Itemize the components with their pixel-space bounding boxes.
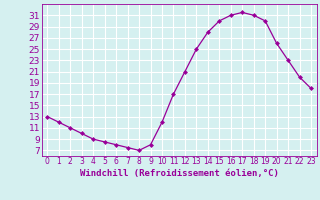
- X-axis label: Windchill (Refroidissement éolien,°C): Windchill (Refroidissement éolien,°C): [80, 169, 279, 178]
